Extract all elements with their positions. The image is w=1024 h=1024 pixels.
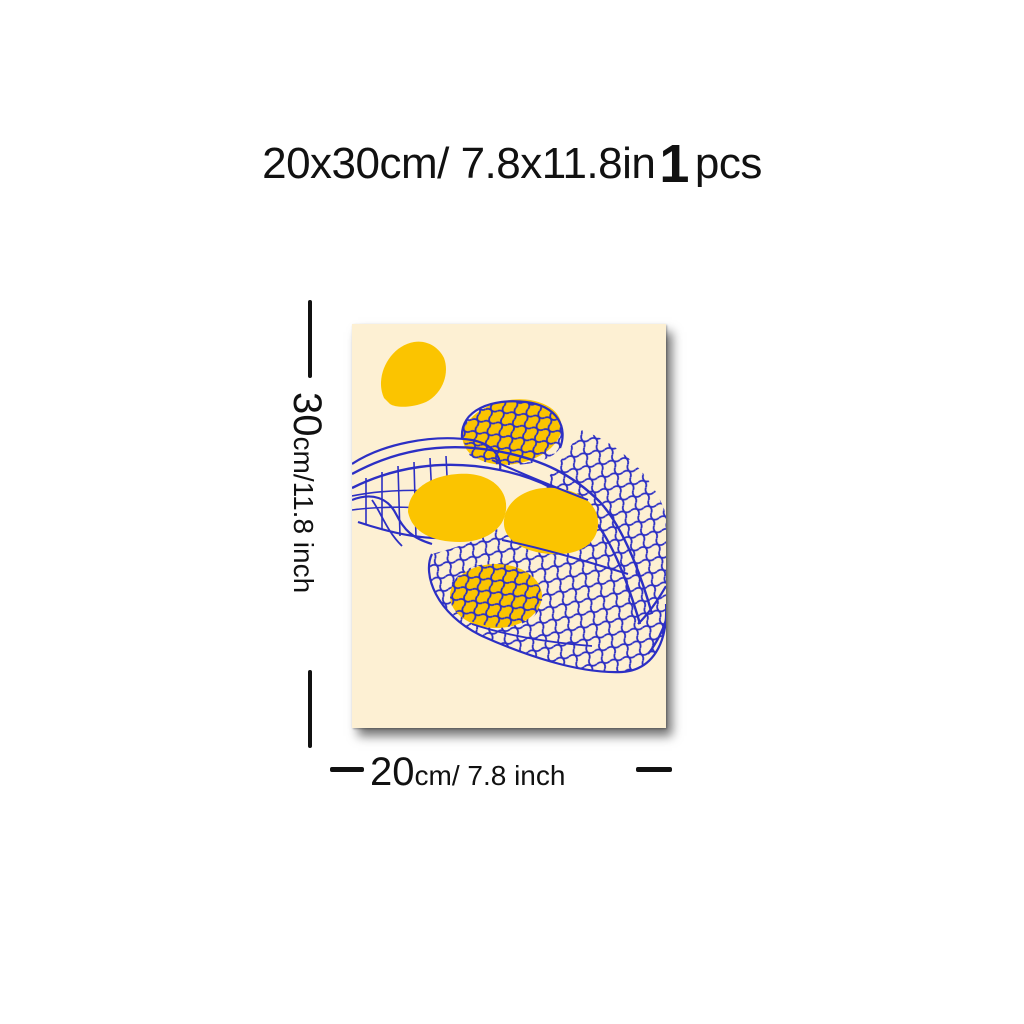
size-text: 20x30cm/ 7.8x11.8in — [262, 139, 656, 188]
lemon-net-artwork — [352, 341, 666, 674]
width-dimension-line-right — [636, 767, 672, 772]
height-unit: cm/11.8 inch — [288, 436, 319, 594]
width-dimension-line-left — [330, 767, 364, 772]
lemon-shape — [503, 487, 599, 555]
poster-preview — [352, 324, 666, 728]
size-headline: 20x30cm/ 7.8x11.8in1 pcs — [0, 137, 1024, 191]
quantity-unit: pcs — [694, 139, 762, 188]
height-dimension-line-bottom — [308, 670, 312, 748]
lemon-shape — [380, 341, 446, 407]
poster-canvas — [352, 324, 666, 728]
height-dimension-line-top — [308, 300, 312, 378]
lemon-shape — [408, 473, 507, 542]
height-number: 30 — [285, 392, 329, 437]
width-label: 20cm/ 7.8 inch — [370, 750, 565, 798]
quantity-number: 1 — [659, 134, 689, 194]
width-unit: cm/ 7.8 inch — [414, 760, 566, 791]
height-label: 30cm/11.8 inch — [285, 392, 329, 652]
width-number: 20 — [370, 750, 415, 794]
